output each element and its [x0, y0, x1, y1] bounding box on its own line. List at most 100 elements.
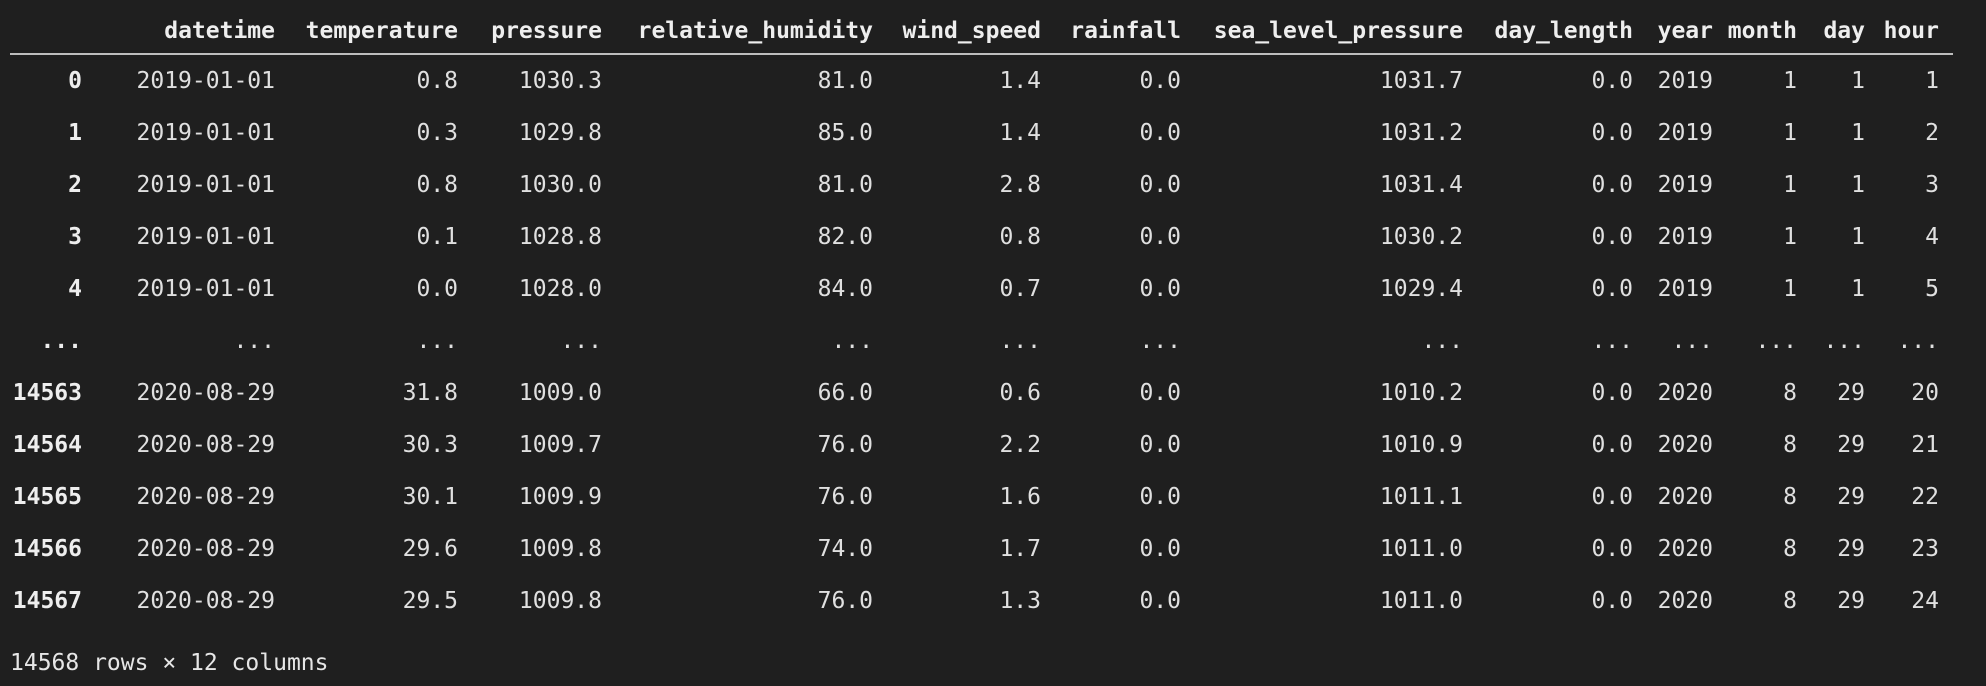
dataframe-table: datetime temperature pressure relative_h…	[10, 8, 1953, 627]
table-cell: 0.7	[999, 276, 1041, 302]
column-header-hour: hour	[1879, 8, 1953, 55]
table-cell: 1	[1783, 276, 1797, 302]
table-cell: 81.0	[817, 172, 873, 198]
table-cell: 20	[1911, 380, 1939, 406]
row-index: 3	[68, 224, 82, 250]
table-cell: 24	[1911, 588, 1939, 614]
table-cell: 1009.7	[518, 432, 602, 458]
table-row: 1 2019-01-01 0.3 1029.8 85.0 1.4 0.0 103…	[10, 107, 1953, 159]
table-cell: 1030.3	[518, 68, 602, 94]
table-cell: 84.0	[817, 276, 873, 302]
table-cell: 1.4	[999, 120, 1041, 146]
table-cell: 1029.4	[1379, 276, 1463, 302]
row-index: 14567	[12, 588, 82, 614]
table-cell: 0.0	[1591, 120, 1633, 146]
column-header-relative-humidity: relative_humidity	[616, 8, 887, 55]
table-cell: 0.3	[416, 120, 458, 146]
table-cell: 76.0	[817, 588, 873, 614]
table-cell: 1	[1851, 276, 1865, 302]
table-cell: 1009.8	[518, 536, 602, 562]
table-cell: 0.0	[1139, 120, 1181, 146]
table-cell: 0.6	[999, 380, 1041, 406]
table-cell: 1011.0	[1379, 588, 1463, 614]
table-cell: 4	[1925, 224, 1939, 250]
table-cell: 22	[1911, 484, 1939, 510]
row-index: ...	[40, 328, 82, 354]
table-cell: 8	[1783, 380, 1797, 406]
table-cell: 2019	[1657, 68, 1713, 94]
table-cell: 29	[1837, 432, 1865, 458]
ellipsis-row: ... ... ... ... ... ... ... ... ... ... …	[10, 315, 1953, 367]
table-cell: 29	[1837, 588, 1865, 614]
table-cell: 0.0	[1591, 536, 1633, 562]
table-cell: 29	[1837, 536, 1865, 562]
table-cell: 2019	[1657, 172, 1713, 198]
table-cell: 2020	[1657, 432, 1713, 458]
table-cell: ...	[999, 328, 1041, 354]
table-row: 14567 2020-08-29 29.5 1009.8 76.0 1.3 0.…	[10, 575, 1953, 627]
table-cell: ...	[831, 328, 873, 354]
table-cell: 1031.4	[1379, 172, 1463, 198]
table-cell: 0.0	[1591, 276, 1633, 302]
table-cell: 0.0	[1139, 432, 1181, 458]
table-cell: 0.0	[1139, 536, 1181, 562]
table-cell: 1	[1851, 224, 1865, 250]
row-index: 4	[68, 276, 82, 302]
table-cell: 29	[1837, 380, 1865, 406]
table-cell: 0.8	[416, 172, 458, 198]
table-cell: 0.0	[1591, 588, 1633, 614]
table-cell: 82.0	[817, 224, 873, 250]
table-cell: 29.6	[402, 536, 458, 562]
column-header-pressure: pressure	[472, 8, 616, 55]
table-cell: ...	[233, 328, 275, 354]
table-cell: ...	[1823, 328, 1865, 354]
table-cell: ...	[416, 328, 458, 354]
row-index: 14566	[12, 536, 82, 562]
table-row: 14563 2020-08-29 31.8 1009.0 66.0 0.6 0.…	[10, 367, 1953, 419]
row-index: 2	[68, 172, 82, 198]
column-header-day: day	[1811, 8, 1879, 55]
header-row: datetime temperature pressure relative_h…	[10, 8, 1953, 55]
column-header-sea-level-pressure: sea_level_pressure	[1195, 8, 1477, 55]
column-header-day-length: day_length	[1477, 8, 1647, 55]
table-cell: 21	[1911, 432, 1939, 458]
table-cell: 1031.7	[1379, 68, 1463, 94]
column-header-wind-speed: wind_speed	[887, 8, 1055, 55]
table-cell: 2020	[1657, 484, 1713, 510]
table-cell: 1030.0	[518, 172, 602, 198]
table-cell: 76.0	[817, 432, 873, 458]
row-index: 1	[68, 120, 82, 146]
table-cell: 2019-01-01	[136, 172, 275, 198]
table-cell: 0.0	[1591, 224, 1633, 250]
table-cell: 0.0	[1591, 68, 1633, 94]
table-body: 0 2019-01-01 0.8 1030.3 81.0 1.4 0.0 103…	[10, 54, 1953, 627]
table-cell: 1.4	[999, 68, 1041, 94]
table-cell: 2020-08-29	[136, 484, 275, 510]
column-header-temperature: temperature	[289, 8, 472, 55]
table-cell: 2020	[1657, 380, 1713, 406]
table-cell: ...	[560, 328, 602, 354]
index-header	[10, 8, 96, 55]
table-cell: 0.0	[1139, 68, 1181, 94]
table-cell: ...	[1671, 328, 1713, 354]
table-cell: 2020	[1657, 536, 1713, 562]
column-header-month: month	[1727, 8, 1811, 55]
table-cell: 2020-08-29	[136, 536, 275, 562]
column-header-year: year	[1647, 8, 1727, 55]
table-cell: 2	[1925, 120, 1939, 146]
table-cell: 0.0	[1591, 484, 1633, 510]
table-cell: 1.3	[999, 588, 1041, 614]
table-cell: 1009.9	[518, 484, 602, 510]
table-cell: 66.0	[817, 380, 873, 406]
table-cell: 0.0	[1591, 172, 1633, 198]
table-cell: 0.0	[1139, 172, 1181, 198]
row-index: 14563	[12, 380, 82, 406]
dataframe-output: datetime temperature pressure relative_h…	[10, 8, 1953, 627]
row-index: 14565	[12, 484, 82, 510]
table-cell: 1.7	[999, 536, 1041, 562]
table-row: 0 2019-01-01 0.8 1030.3 81.0 1.4 0.0 103…	[10, 54, 1953, 107]
table-cell: 2.8	[999, 172, 1041, 198]
table-row: 14564 2020-08-29 30.3 1009.7 76.0 2.2 0.…	[10, 419, 1953, 471]
table-cell: 1010.2	[1379, 380, 1463, 406]
table-cell: 1009.8	[518, 588, 602, 614]
